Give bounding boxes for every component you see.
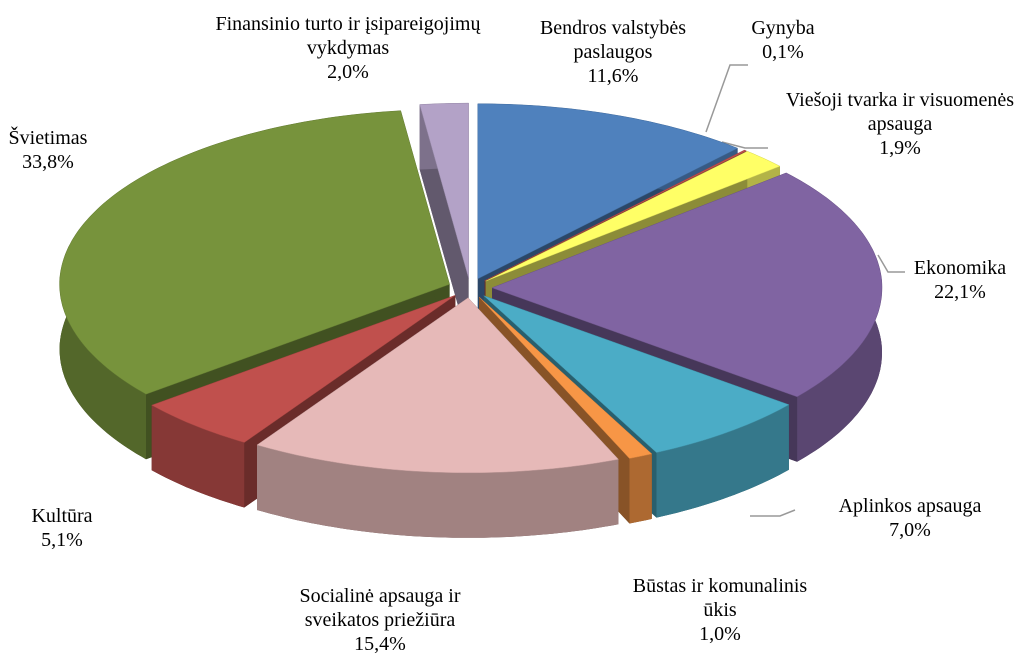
slice-label: Viešoji tvarka ir visuomenės apsauga 1,9% — [770, 88, 1030, 160]
category-label: Bendros valstybės paslaugos — [539, 17, 687, 63]
slice — [477, 103, 739, 280]
category-label: Finansinio turto ir įsipareigojimų vykdy… — [215, 13, 481, 59]
slice-wall — [257, 445, 619, 538]
slice — [59, 110, 450, 395]
slice — [256, 297, 619, 474]
value-label: 33,8% — [22, 151, 74, 173]
value-label: 2,0% — [327, 61, 369, 83]
slice — [491, 172, 883, 398]
category-label: Švietimas — [8, 127, 88, 149]
category-label: Gynyba — [751, 17, 815, 39]
slice — [478, 296, 653, 459]
slice-label: Socialinė apsauga ir sveikatos priežiūra… — [260, 584, 500, 656]
category-label: Socialinė apsauga ir sveikatos priežiūra — [299, 585, 461, 631]
category-label: Ekonomika — [913, 257, 1007, 279]
slice — [485, 151, 781, 282]
slice-label: Būstas ir komunalinis ūkis 1,0% — [620, 574, 820, 646]
leader-line — [750, 509, 796, 517]
value-label: 11,6% — [587, 65, 639, 87]
slice — [484, 149, 747, 281]
slice-label: Švietimas 33,8% — [0, 126, 103, 174]
slice — [419, 102, 469, 279]
slice-label: Gynyba 0,1% — [733, 16, 833, 64]
slice — [483, 295, 790, 453]
slice-label: Kultūra 5,1% — [2, 504, 122, 552]
value-label: 22,1% — [934, 281, 986, 303]
category-label: Būstas ir komunalinis ūkis — [632, 575, 808, 621]
slice-label: Finansinio turto ir įsipareigojimų vykdy… — [208, 12, 488, 84]
slice-label: Aplinkos apsauga 7,0% — [810, 494, 1010, 542]
value-label: 7,0% — [889, 519, 931, 541]
leader-line — [705, 64, 748, 133]
slice-wall — [656, 404, 789, 518]
category-label: Kultūra — [31, 505, 93, 527]
slice-label: Bendros valstybės paslaugos 11,6% — [503, 16, 723, 88]
value-label: 1,9% — [879, 137, 921, 159]
value-label: 0,1% — [762, 41, 804, 63]
category-label: Aplinkos apsauga — [838, 495, 982, 517]
slice-wall — [151, 405, 245, 508]
slice-label: Ekonomika 22,1% — [885, 256, 1031, 304]
leader-line — [721, 141, 768, 149]
value-label: 1,0% — [699, 623, 741, 645]
value-label: 5,1% — [41, 529, 83, 551]
value-label: 15,4% — [354, 633, 406, 655]
category-label: Viešoji tvarka ir visuomenės apsauga — [785, 89, 1015, 135]
leader-line — [877, 254, 905, 273]
slice — [151, 295, 456, 443]
slice-wall — [629, 453, 652, 524]
